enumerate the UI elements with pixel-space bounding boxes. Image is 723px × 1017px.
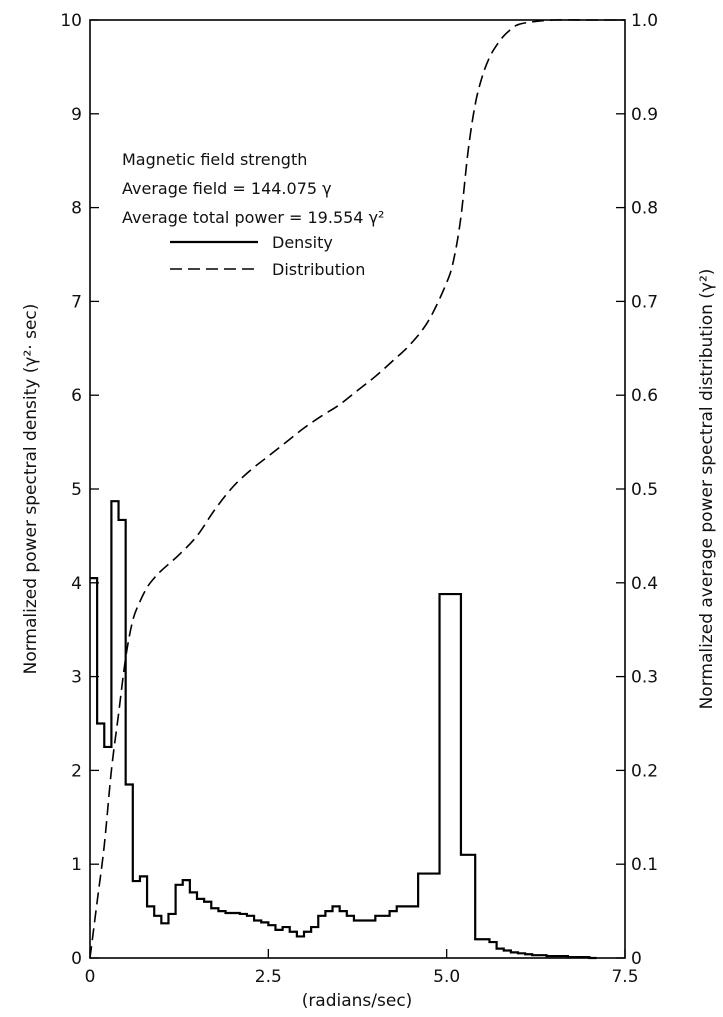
right-y-tick-label: 0.8 [631,199,658,219]
annotation-title: Magnetic field strength [122,150,307,169]
left-y-tick-label: 1 [71,855,82,875]
x-axis: 0 2.5 5.0 7.5 [85,949,639,987]
left-y-axis: 0 1 2 3 4 5 6 7 8 9 10 [60,11,99,969]
left-y-tick-label: 6 [71,386,82,406]
left-y-axis-label: Normalized power spectral density (γ²· s… [21,304,41,675]
legend: Density Distribution [170,233,365,279]
left-y-tick-label: 10 [60,11,82,31]
right-y-tick-label: 0.2 [631,761,658,781]
right-y-tick-label: 0.9 [631,105,658,125]
x-tick-label: 7.5 [611,967,638,987]
x-tick-label: 2.5 [255,967,282,987]
right-y-tick-label: 0.3 [631,668,658,688]
right-y-tick-label: 0.1 [631,855,658,875]
right-y-axis: 0 0.1 0.2 0.3 0.4 0.5 0.6 0.7 0.8 0.9 1.0 [616,11,658,969]
left-y-tick-label: 3 [71,668,82,688]
x-axis-label: (radians/sec) [302,991,413,1011]
x-tick-label: 0 [85,967,96,987]
left-y-tick-label: 2 [71,761,82,781]
left-y-tick-label: 5 [71,480,82,500]
legend-density-label: Density [272,233,333,252]
legend-distribution-label: Distribution [272,260,365,279]
right-y-tick-label: 0.7 [631,292,658,312]
density-step-line [90,500,597,960]
left-y-tick-label: 7 [71,292,82,312]
right-y-tick-label: 0.6 [631,386,658,406]
left-y-tick-label: 9 [71,105,82,125]
annotation-average-field: Average field = 144.075 γ [122,179,332,198]
right-y-tick-label: 0.4 [631,574,658,594]
left-y-tick-label: 8 [71,199,82,219]
annotation-average-power: Average total power = 19.554 γ² [122,208,384,227]
right-y-tick-label: 0.5 [631,480,658,500]
right-y-axis-label: Normalized average power spectral distri… [697,269,717,710]
right-y-tick-label: 0 [631,949,642,969]
x-tick-label: 5.0 [433,967,460,987]
left-y-tick-label: 4 [71,574,82,594]
right-y-tick-label: 1.0 [631,11,658,31]
left-y-tick-label: 0 [71,949,82,969]
